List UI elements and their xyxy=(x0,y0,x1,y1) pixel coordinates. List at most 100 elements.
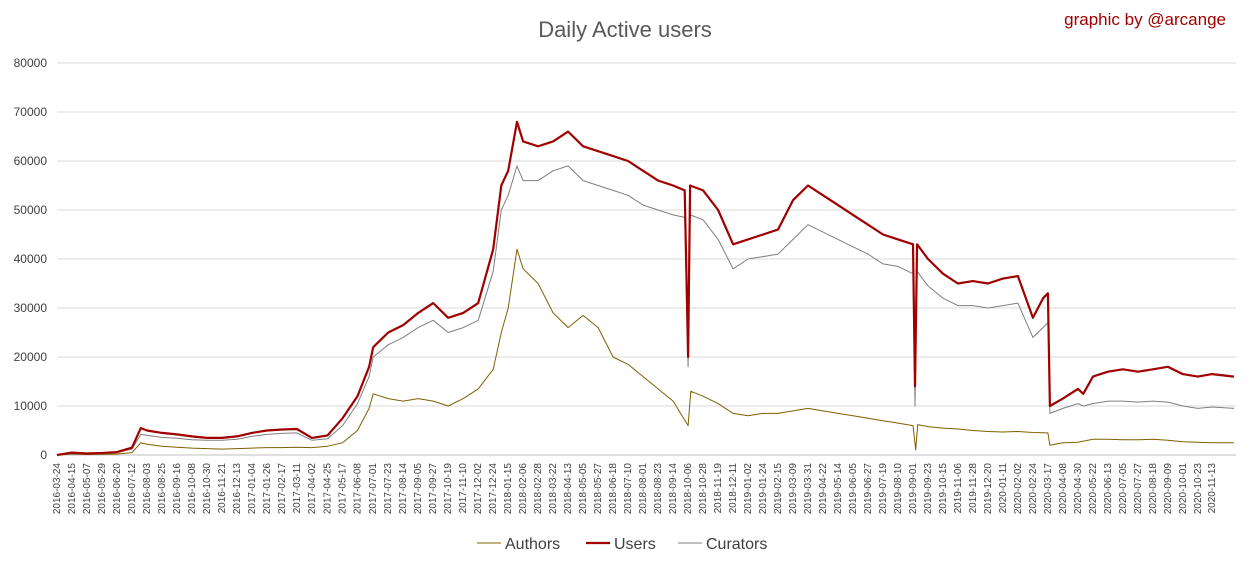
y-tick-label: 60000 xyxy=(14,154,48,168)
x-tick-label: 2017-11-10 xyxy=(458,463,469,514)
x-tick-label: 2017-02-17 xyxy=(277,463,288,515)
x-tick-label: 2018-08-01 xyxy=(638,463,649,515)
x-tick-label: 2016-06-20 xyxy=(112,463,123,515)
x-tick-label: 2018-05-27 xyxy=(593,463,604,515)
series-line-curators xyxy=(56,165,1235,456)
x-tick-label: 2016-05-07 xyxy=(82,463,93,515)
x-tick-label: 2017-10-19 xyxy=(443,463,454,515)
series-line-users xyxy=(56,120,1235,457)
x-tick-label: 2020-07-27 xyxy=(1133,463,1144,515)
y-tick-label: 80000 xyxy=(14,56,48,70)
x-tick-label: 2020-03-17 xyxy=(1043,463,1054,515)
y-tick-label: 10000 xyxy=(14,399,48,413)
x-tick-label: 2018-10-28 xyxy=(698,463,709,515)
x-tick-label: 2020-04-08 xyxy=(1058,463,1069,515)
x-tick-label: 2017-12-02 xyxy=(473,463,484,515)
x-tick-label: 2018-09-14 xyxy=(668,463,679,515)
y-tick-label: 30000 xyxy=(14,301,48,315)
legend-label-authors: Authors xyxy=(505,536,560,553)
x-tick-label: 2018-10-06 xyxy=(683,463,694,515)
y-axis-ticks: 0 10000 20000 30000 40000 50000 60000 70000 8000… xyxy=(14,56,48,462)
x-tick-label: 2017-01-26 xyxy=(262,463,273,515)
x-tick-label: 2019-11-06 xyxy=(953,463,964,514)
x-tick-label: 2018-08-23 xyxy=(653,463,664,515)
x-tick-label: 2020-11-13 xyxy=(1207,463,1218,514)
x-tick-label: 2018-11-19 xyxy=(713,463,724,514)
x-tick-label: 2016-03-24 xyxy=(52,463,63,515)
x-tick-label: 2018-01-15 xyxy=(503,463,514,515)
series-lines xyxy=(56,120,1235,457)
y-tick-label: 20000 xyxy=(14,350,48,364)
x-tick-label: 2020-07-05 xyxy=(1118,463,1129,515)
x-tick-label: 2020-06-13 xyxy=(1103,463,1114,515)
x-tick-label: 2016-08-25 xyxy=(157,463,168,515)
x-tick-label: 2016-07-12 xyxy=(127,463,138,515)
x-tick-label: 2016-10-30 xyxy=(202,463,213,515)
x-tick-label: 2019-06-27 xyxy=(863,463,874,515)
x-tick-label: 2020-05-22 xyxy=(1088,463,1099,515)
x-tick-label: 2018-06-18 xyxy=(608,463,619,515)
x-tick-label: 2020-02-24 xyxy=(1028,463,1039,515)
x-tick-label: 2017-07-23 xyxy=(383,463,394,515)
x-tick-label: 2017-09-27 xyxy=(428,463,439,515)
legend-label-users: Users xyxy=(614,536,656,553)
x-tick-label: 2019-01-24 xyxy=(758,463,769,515)
y-tick-label: 70000 xyxy=(14,105,48,119)
x-tick-label: 2019-10-15 xyxy=(938,463,949,515)
x-tick-label: 2017-07-01 xyxy=(368,463,379,515)
x-tick-label: 2020-04-30 xyxy=(1073,463,1084,515)
x-tick-label: 2020-01-11 xyxy=(998,463,1009,514)
legend: Authors Users Curators xyxy=(477,536,767,553)
series-line-authors xyxy=(56,248,1234,456)
x-tick-label: 2019-03-31 xyxy=(803,463,814,515)
x-tick-label: 2019-06-05 xyxy=(848,463,859,515)
x-axis-ticks: 2016-03-24 2016-04-15 2016-05-07 2016-05-29… xyxy=(52,463,1218,515)
x-tick-label: 2019-05-14 xyxy=(833,463,844,515)
x-tick-label: 2019-04-22 xyxy=(818,463,829,515)
x-tick-label: 2016-10-08 xyxy=(187,463,198,515)
x-tick-label: 2018-02-06 xyxy=(518,463,529,515)
x-tick-label: 2020-10-01 xyxy=(1178,463,1189,515)
x-tick-label: 2019-07-19 xyxy=(878,463,889,515)
x-tick-label: 2017-01-04 xyxy=(247,463,258,515)
y-tick-label: 50000 xyxy=(14,203,48,217)
x-tick-label: 2017-09-05 xyxy=(413,463,424,515)
x-tick-label: 2019-03-09 xyxy=(788,463,799,515)
x-tick-label: 2016-11-21 xyxy=(217,463,228,514)
x-tick-label: 2018-04-13 xyxy=(563,463,574,515)
x-tick-label: 2017-03-11 xyxy=(292,463,303,514)
x-tick-label: 2017-12-24 xyxy=(488,463,499,515)
x-tick-label: 2018-02-28 xyxy=(533,463,544,515)
x-tick-label: 2017-06-08 xyxy=(353,463,364,515)
x-tick-label: 2020-09-09 xyxy=(1163,463,1174,515)
x-tick-label: 2018-05-05 xyxy=(578,463,589,515)
y-tick-label: 40000 xyxy=(14,252,48,266)
gridlines xyxy=(57,62,1236,456)
x-tick-label: 2017-04-02 xyxy=(307,463,318,515)
x-tick-label: 2017-08-14 xyxy=(398,463,409,515)
x-tick-label: 2016-04-15 xyxy=(67,463,78,515)
x-tick-label: 2016-09-16 xyxy=(172,463,183,515)
x-tick-label: 2019-01-02 xyxy=(743,463,754,515)
x-tick-label: 2018-12-11 xyxy=(728,463,739,514)
x-tick-label: 2016-05-29 xyxy=(97,463,108,515)
y-tick-label: 0 xyxy=(40,448,47,462)
x-tick-label: 2019-09-01 xyxy=(908,463,919,515)
x-tick-label: 2020-08-18 xyxy=(1148,463,1159,515)
legend-label-curators: Curators xyxy=(706,536,767,553)
chart-credit: graphic by @arcange xyxy=(1064,10,1226,29)
x-tick-label: 2020-10-23 xyxy=(1193,463,1204,515)
x-tick-label: 2017-05-17 xyxy=(338,463,349,515)
x-tick-label: 2016-12-13 xyxy=(232,463,243,515)
x-tick-label: 2019-08-10 xyxy=(893,463,904,515)
x-tick-label: 2019-02-15 xyxy=(773,463,784,515)
chart-title: Daily Active users xyxy=(538,17,712,42)
x-tick-label: 2020-02-02 xyxy=(1013,463,1024,515)
x-tick-label: 2017-04-25 xyxy=(323,463,334,515)
x-tick-label: 2016-08-03 xyxy=(142,463,153,515)
x-tick-label: 2018-07-10 xyxy=(623,463,634,515)
x-tick-label: 2019-11-28 xyxy=(968,463,979,514)
x-tick-label: 2019-09-23 xyxy=(923,463,934,515)
x-tick-label: 2019-12-20 xyxy=(983,463,994,515)
